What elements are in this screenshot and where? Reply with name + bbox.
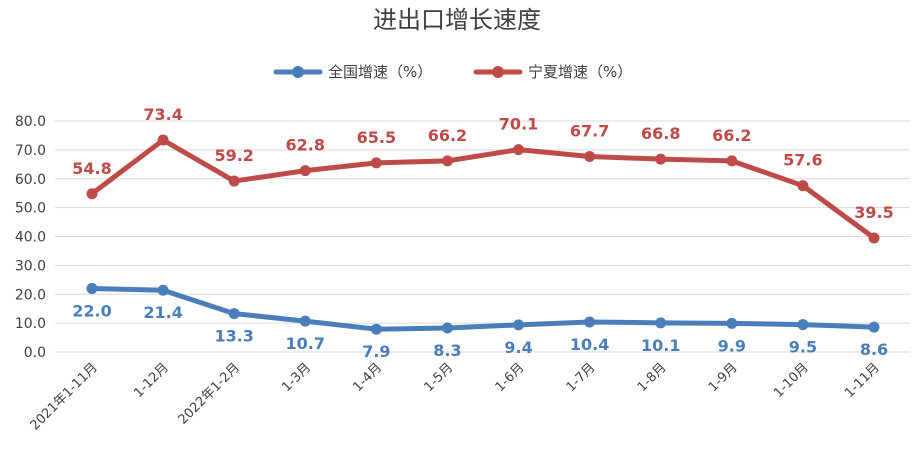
y-tick-label: 50.0 <box>15 201 46 217</box>
x-tick-label: 1-7月 <box>564 360 599 395</box>
y-tick-label: 0.0 <box>24 345 46 361</box>
y-tick-label: 70.0 <box>15 143 46 159</box>
data-point <box>441 155 453 167</box>
data-point <box>584 151 596 163</box>
data-label: 66.2 <box>712 126 751 145</box>
legend-marker <box>492 66 504 78</box>
data-label: 13.3 <box>214 327 253 346</box>
data-label: 73.4 <box>143 105 182 124</box>
series-group: 22.0 21.4 13.3 10.7 7.9 8.3 9.4 10.4 10.1 9.9 9.5 8… <box>72 105 893 361</box>
data-point <box>228 175 240 187</box>
data-point <box>655 153 667 165</box>
gridlines <box>55 120 910 353</box>
series-line <box>89 285 877 332</box>
data-point <box>868 321 880 333</box>
data-point <box>370 323 382 335</box>
y-tick-label: 10.0 <box>15 316 46 332</box>
data-label: 70.1 <box>499 115 538 134</box>
x-tick-label: 1-5月 <box>421 360 456 395</box>
data-label: 39.5 <box>854 203 893 222</box>
data-label: 59.2 <box>214 146 253 165</box>
data-label: 67.7 <box>570 122 609 141</box>
data-label: 10.4 <box>570 335 609 354</box>
legend-marker <box>292 66 304 78</box>
x-tick-label: 1-10月 <box>771 360 812 401</box>
legend-label: 全国增速（%） <box>328 63 432 81</box>
data-point <box>655 317 667 329</box>
data-point <box>370 157 382 169</box>
data-label: 8.3 <box>433 341 461 360</box>
data-point <box>797 180 809 192</box>
y-tick-label: 80.0 <box>15 114 46 130</box>
data-label: 66.8 <box>641 124 680 143</box>
data-point <box>228 308 240 320</box>
data-point <box>86 188 98 200</box>
data-label: 9.9 <box>718 336 746 355</box>
x-tick-label: 1-9月 <box>706 360 741 395</box>
data-label: 66.2 <box>428 126 467 145</box>
x-tick-label: 1-4月 <box>350 360 385 395</box>
y-axis: 0.0 10.0 20.0 30.0 40.0 50.0 60.0 70.0 80.0 <box>15 114 46 361</box>
x-tick-label: 1-12月 <box>131 360 172 401</box>
data-label: 9.4 <box>504 338 532 357</box>
y-tick-label: 40.0 <box>15 230 46 246</box>
data-point <box>868 232 880 244</box>
data-point <box>513 319 525 331</box>
data-point <box>157 134 169 146</box>
data-point <box>797 319 809 331</box>
x-tick-label: 2022年1-2月 <box>176 360 243 427</box>
y-tick-label: 60.0 <box>15 172 46 188</box>
x-tick-label: 1-8月 <box>635 360 670 395</box>
data-label: 65.5 <box>357 128 396 147</box>
data-point <box>299 165 311 177</box>
x-tick-label: 1-6月 <box>493 360 528 395</box>
chart-title: 进出口增长速度 <box>373 6 541 34</box>
data-label: 9.5 <box>789 338 817 357</box>
x-tick-label: 1-11月 <box>842 360 883 401</box>
data-point <box>584 316 596 328</box>
data-label: 22.0 <box>72 301 111 320</box>
data-point <box>726 155 738 167</box>
data-label: 62.8 <box>286 136 325 155</box>
legend-label: 宁夏增速（%） <box>528 63 632 81</box>
data-point <box>86 282 98 294</box>
legend: 全国增速（%） 宁夏增速（%） <box>273 63 632 81</box>
data-label: 21.4 <box>143 303 182 322</box>
data-label: 7.9 <box>362 342 390 361</box>
y-tick-label: 30.0 <box>15 258 46 274</box>
data-label: 54.8 <box>72 159 111 178</box>
x-tick-label: 2021年1-11月 <box>28 360 101 433</box>
data-point <box>513 144 525 156</box>
data-point <box>157 284 169 296</box>
data-label: 8.6 <box>860 340 888 359</box>
data-point <box>441 322 453 334</box>
data-point <box>726 317 738 329</box>
data-label: 57.6 <box>783 151 822 170</box>
x-axis: 2021年1-11月 1-12月 2022年1-2月 1-3月 1-4月 1-5月 1-6月… <box>28 360 883 433</box>
data-label: 10.1 <box>641 336 680 355</box>
data-point <box>299 315 311 327</box>
y-tick-label: 20.0 <box>15 287 46 303</box>
series-line <box>89 137 877 241</box>
x-tick-label: 1-3月 <box>279 360 314 395</box>
data-label: 10.7 <box>286 334 325 353</box>
